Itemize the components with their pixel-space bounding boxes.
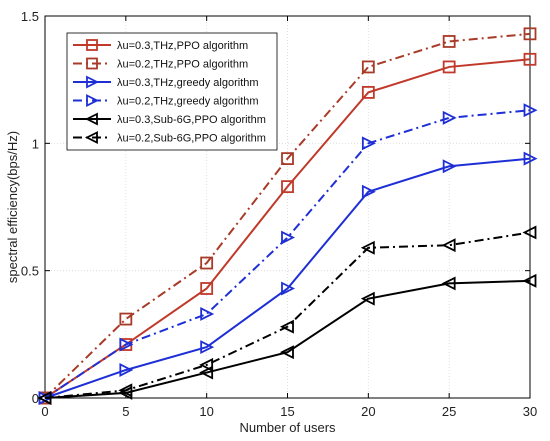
legend-item: λu=0.3,THz,PPO algorithm bbox=[73, 39, 248, 52]
series bbox=[37, 273, 537, 405]
y-axis-ticks: 0 0.5 1 1.5 bbox=[21, 9, 530, 406]
legend-label: λu=0.2,THz,greedy algorithm bbox=[117, 96, 259, 108]
data-point bbox=[361, 60, 375, 74]
data-point bbox=[119, 312, 133, 326]
data-point bbox=[84, 112, 98, 126]
legend-item: λu=0.3,THz,greedy algorithm bbox=[73, 75, 259, 89]
data-point bbox=[37, 391, 52, 405]
y-tick-label: 1 bbox=[32, 136, 39, 151]
x-axis-label: Number of users bbox=[239, 420, 336, 435]
x-tick-label: 20 bbox=[361, 404, 375, 419]
data-point bbox=[279, 319, 294, 334]
data-point bbox=[361, 86, 375, 99]
data-point bbox=[523, 151, 538, 166]
legend-box bbox=[66, 32, 278, 151]
data-point bbox=[200, 282, 214, 295]
data-point bbox=[86, 75, 100, 89]
legend-item: λu=0.3,Sub-6G,PPO algorithm bbox=[73, 112, 266, 126]
x-tick-label: 15 bbox=[280, 404, 294, 419]
data-point bbox=[119, 337, 134, 352]
data-point bbox=[200, 256, 214, 270]
legend-label: λu=0.3,THz,PPO algorithm bbox=[117, 40, 248, 52]
x-tick-label: 5 bbox=[122, 404, 129, 419]
data-point bbox=[118, 383, 133, 398]
data-point bbox=[86, 57, 98, 70]
data-point bbox=[360, 240, 375, 255]
legend-item: λu=0.2,THz,greedy algorithm bbox=[73, 94, 259, 108]
data-point bbox=[281, 180, 294, 194]
data-point bbox=[200, 340, 215, 355]
y-tick-label: 0.5 bbox=[21, 264, 39, 279]
legend-label: λu=0.3,Sub-6G,PPO algorithm bbox=[117, 114, 266, 126]
data-point bbox=[279, 345, 294, 360]
series-layer bbox=[37, 27, 538, 405]
legend-label: λu=0.2,Sub-6G,PPO algorithm bbox=[117, 133, 266, 145]
y-tick-label: 1.5 bbox=[21, 9, 39, 24]
series-line bbox=[44, 157, 531, 399]
data-point bbox=[86, 94, 100, 107]
data-point bbox=[441, 276, 456, 291]
data-point bbox=[523, 52, 537, 66]
x-tick-label: 10 bbox=[199, 404, 213, 419]
data-point bbox=[86, 39, 98, 51]
data-point bbox=[522, 225, 537, 240]
legend-item: λu=0.2,THz,PPO algorithm bbox=[73, 57, 248, 71]
data-point bbox=[523, 27, 537, 41]
series bbox=[38, 151, 538, 405]
series bbox=[37, 225, 537, 405]
data-point bbox=[281, 230, 296, 245]
data-point bbox=[441, 238, 456, 253]
data-point bbox=[361, 136, 376, 151]
x-tick-label: 30 bbox=[523, 404, 537, 419]
x-tick-label: 25 bbox=[442, 404, 456, 419]
y-tick-label: 0 bbox=[32, 391, 39, 406]
series-line bbox=[44, 231, 531, 399]
y-axis-label: spectral efficiency(bps/Hz) bbox=[5, 131, 20, 283]
legend-label: λu=0.2,THz,PPO algorithm bbox=[117, 59, 248, 71]
data-point bbox=[360, 291, 375, 306]
legend: λu=0.3,THz,PPO algorithm λu=0.2,THz,PPO a… bbox=[66, 32, 278, 151]
series-line bbox=[44, 32, 531, 399]
legend-item: λu=0.2,Sub-6G,PPO algorithm bbox=[73, 131, 266, 145]
data-point bbox=[281, 281, 296, 296]
data-point bbox=[84, 131, 98, 144]
x-axis-ticks: 0 5 10 15 20 25 30 bbox=[41, 16, 537, 419]
data-point bbox=[200, 307, 215, 321]
data-point bbox=[361, 184, 376, 199]
data-point bbox=[442, 60, 456, 74]
legend-label: λu=0.3,THz,greedy algorithm bbox=[117, 77, 259, 89]
data-point bbox=[281, 152, 294, 166]
x-tick-label: 0 bbox=[41, 404, 48, 419]
data-point bbox=[199, 357, 214, 372]
data-point bbox=[442, 35, 456, 48]
data-point bbox=[523, 103, 538, 118]
data-point bbox=[119, 363, 134, 377]
data-point bbox=[442, 110, 457, 125]
data-point bbox=[442, 159, 457, 174]
data-point bbox=[522, 273, 537, 288]
series-line bbox=[44, 109, 531, 399]
data-point bbox=[199, 365, 214, 380]
